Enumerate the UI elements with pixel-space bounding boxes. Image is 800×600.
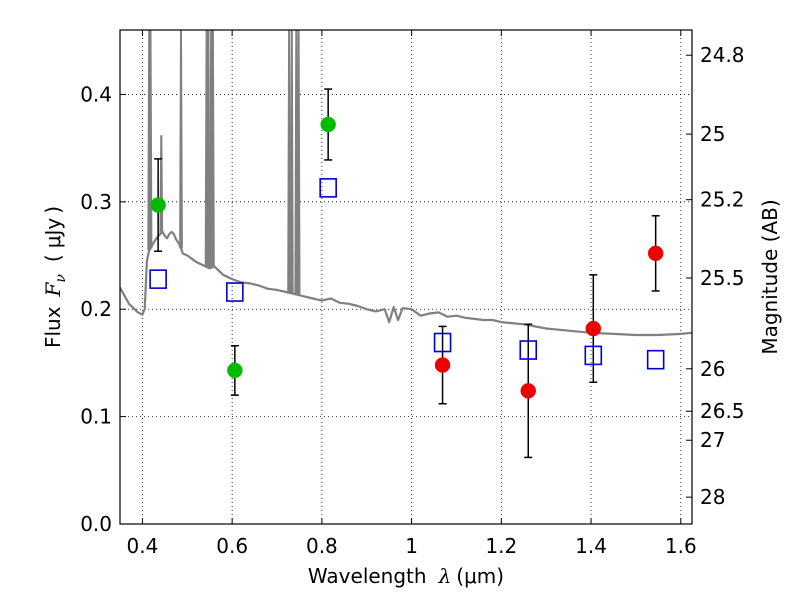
magnitude-tick-label: 25.2	[700, 188, 745, 212]
axis-ticks: 0.4 0.6 0.8 1 1.2 1.4 1.6 0.0 0.1 0.2 0.3 0.4 24.8 25…	[80, 30, 745, 558]
model-photometry-square	[646, 349, 665, 370]
model-photometry-square	[584, 345, 603, 366]
x-tick-label: 1.4	[575, 534, 607, 558]
emission-line	[148, 30, 153, 249]
y-tick-label: 0.0	[80, 512, 112, 536]
plot-frame	[119, 29, 693, 525]
model-photometry-square	[433, 332, 452, 353]
emission-line	[287, 30, 291, 293]
emission-line	[296, 30, 301, 296]
model-spectrum	[120, 30, 692, 337]
y-tick-label: 0.1	[80, 405, 112, 429]
photometry-points	[149, 88, 665, 459]
green-data-point	[150, 197, 166, 213]
model-photometry-square	[226, 282, 244, 302]
green-data-point	[320, 116, 336, 133]
magnitude-tick-label: 25	[700, 122, 725, 146]
model-photometry-square	[519, 340, 538, 360]
x-tick-label: 1	[405, 534, 418, 558]
emission-line	[294, 30, 299, 295]
x-tick-label: 1.2	[485, 534, 517, 558]
magnitude-tick-label: 26.5	[700, 399, 745, 423]
green-data-point	[227, 362, 243, 379]
magnitude-tick-label: 27	[700, 428, 725, 452]
emission-line	[159, 135, 164, 234]
magnitude-tick-label: 24.8	[700, 43, 745, 67]
x-tick-label: 0.6	[216, 534, 248, 558]
emission-line	[206, 30, 211, 268]
y-tick-label: 0.2	[80, 297, 112, 321]
x-tick-label: 0.4	[127, 534, 159, 558]
magnitude-tick-label: 25.5	[700, 266, 745, 290]
emission-line	[179, 30, 183, 249]
x-tick-label: 0.8	[306, 534, 338, 558]
y-axis-label: FluxFν(μJy)	[41, 206, 69, 348]
magnitude-axis-label: Magnitude (AB)	[758, 199, 782, 354]
y-tick-label: 0.3	[80, 190, 112, 214]
emission-line	[289, 30, 294, 294]
model-photometry-square	[149, 269, 167, 289]
red-data-point	[434, 357, 451, 373]
x-tick-label: 1.6	[665, 534, 697, 558]
emission-line	[211, 30, 215, 267]
magnitude-tick-label: 26	[700, 357, 725, 381]
y-tick-label: 0.4	[80, 82, 112, 106]
red-data-point	[520, 383, 537, 399]
x-axis-label: Wavelength λ (μm)	[308, 564, 504, 588]
red-data-point	[647, 245, 664, 262]
model-photometry-square	[319, 178, 337, 198]
magnitude-tick-label: 28	[700, 485, 725, 509]
red-data-point	[585, 320, 602, 337]
